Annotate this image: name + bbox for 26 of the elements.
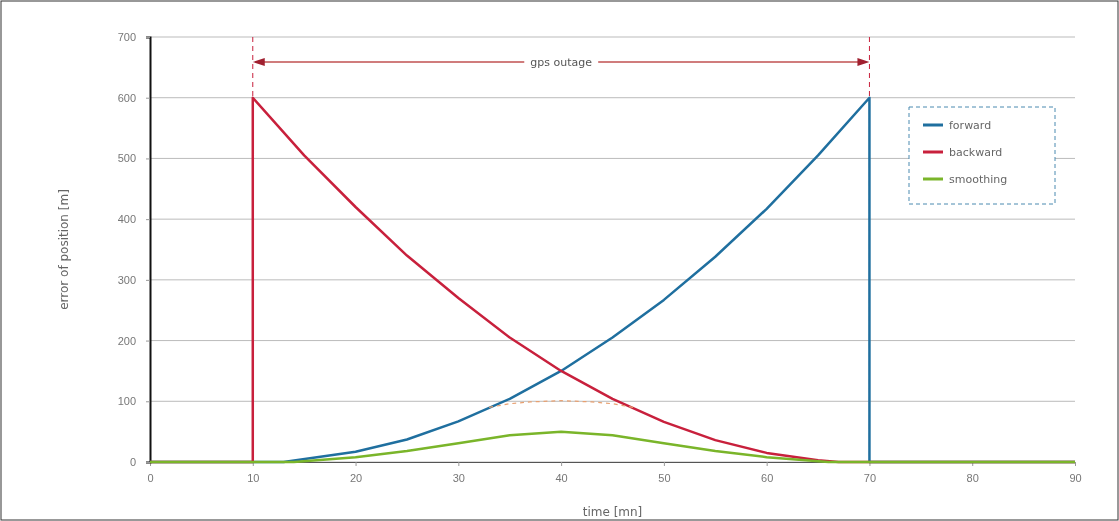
x-tick-label: 0 [147, 471, 154, 484]
line-series [488, 400, 634, 408]
x-tick-label: 50 [658, 471, 671, 484]
y-tick-label: 400 [117, 213, 136, 226]
y-tick-label: 0 [129, 456, 136, 469]
y-tick-label: 300 [117, 273, 136, 286]
y-tick-label: 100 [117, 395, 136, 408]
y-tick-label: 600 [117, 91, 136, 104]
x-tick-label: 40 [555, 471, 568, 484]
legend-label: smoothing [949, 172, 1008, 186]
x-tick-label: 20 [349, 471, 363, 484]
x-tick-label: 90 [1069, 471, 1082, 484]
x-tick-label: 30 [452, 471, 465, 484]
legend-label: forward [949, 118, 992, 132]
y-tick-label: 200 [117, 334, 136, 347]
y-axis-title: error of position [m] [57, 189, 71, 310]
line-series [148, 430, 1077, 464]
x-tick-label: 60 [761, 471, 774, 484]
x-axis-title: time [mn] [582, 505, 643, 519]
x-tick-label: 70 [863, 471, 877, 484]
x-tick-label: 80 [966, 471, 979, 484]
x-tick-label: 10 [247, 471, 260, 484]
annotation: gps outage [530, 55, 593, 69]
y-tick-label: 700 [117, 31, 136, 44]
y-tick-label: 500 [117, 152, 136, 165]
legend-label: backward [949, 145, 1003, 159]
